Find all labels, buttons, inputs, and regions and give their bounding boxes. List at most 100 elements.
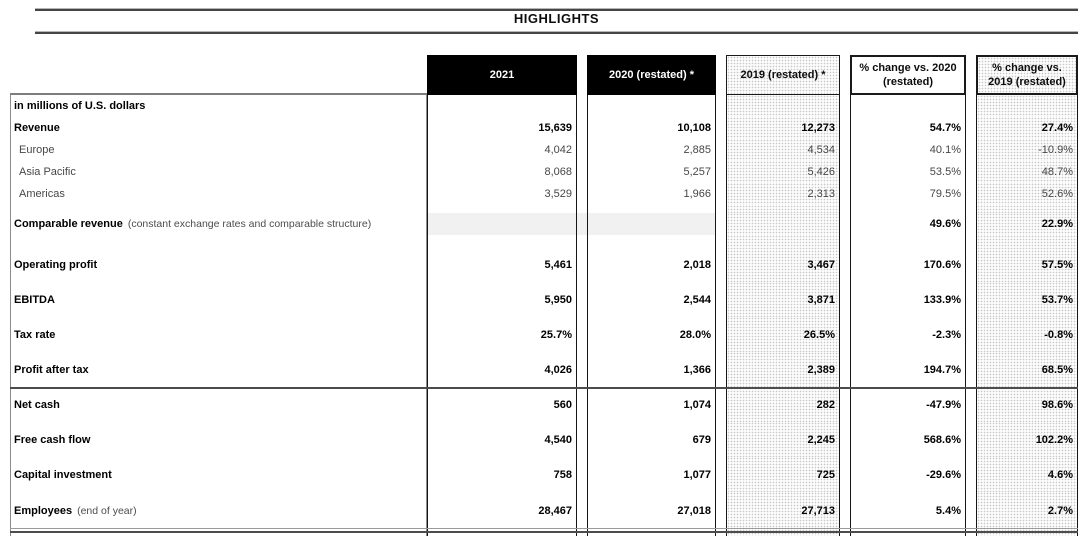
cell-value: 4,540: [544, 433, 572, 446]
left-margin: [0, 161, 10, 183]
cell-value: 102.2%: [1035, 433, 1073, 446]
cell-value: 28,467: [538, 504, 572, 517]
cell-pct-2019: 57.5%: [976, 247, 1078, 282]
cell-value: -29.6%: [926, 468, 961, 481]
cell-value: 2.7%: [1047, 504, 1073, 517]
cell-value: 4,026: [544, 363, 572, 376]
row-label-suffix: (constant exchange rates and comparable …: [127, 218, 372, 230]
page-title: HIGHLIGHTS: [513, 11, 600, 26]
cell-value: 1,074: [683, 398, 711, 411]
cell-2021: 3,529: [427, 183, 577, 205]
column-header-label: 2021: [489, 68, 515, 81]
column-gap: [966, 282, 976, 317]
column-header-pct-2020: % change vs. 2020 (restated): [850, 55, 966, 95]
column-gap: [840, 117, 850, 139]
title-rule-top: [35, 8, 1078, 11]
cell-value: 2,885: [683, 144, 711, 156]
column-header-label: 2020 (restated) *: [609, 68, 694, 81]
group-separator-line: [10, 387, 1078, 389]
cell-2020: 2,885: [587, 139, 716, 161]
row-label-text: Free cash flow: [14, 433, 91, 446]
cell-2020: 28.0%: [587, 317, 716, 352]
cell-pct-2019: [976, 205, 1078, 213]
column-gap: [840, 247, 850, 282]
row-label-text: Tax rate: [14, 328, 56, 341]
table-row: Tax rate 25.7% 28.0% 26.5% -2.3% -0.8%: [0, 317, 1080, 352]
column-gap: [577, 352, 587, 387]
row-label: Employees (end of year): [10, 492, 427, 529]
cell-2019: 725: [726, 457, 840, 492]
cell-pct-2020: 49.6%: [850, 213, 966, 235]
left-margin: [0, 387, 10, 422]
cell-value: 48.7%: [1041, 166, 1073, 178]
cell-value: 52.6%: [1041, 188, 1073, 200]
column-gap: [840, 213, 850, 235]
column-gap: [716, 422, 726, 457]
cell-value: 57.5%: [1041, 258, 1073, 271]
cell-value: 10,108: [677, 122, 711, 134]
table-row: Comparable revenue (constant exchange rat…: [0, 213, 1080, 235]
cell-pct-2020: 194.7%: [850, 352, 966, 387]
cell-value: 98.6%: [1041, 398, 1073, 411]
row-label-text: Operating profit: [14, 258, 98, 271]
row-label-text: Asia Pacific: [19, 166, 76, 178]
cell-value: 27.4%: [1041, 122, 1073, 134]
cell-value: -10.9%: [1038, 144, 1073, 156]
column-gap: [840, 317, 850, 352]
cell-2020: 2,018: [587, 247, 716, 282]
cell-2020: [587, 95, 716, 117]
column-gap: [840, 95, 850, 117]
cell-value: 679: [692, 433, 711, 446]
column-gap: [966, 317, 976, 352]
row-label: Capital investment: [10, 457, 427, 492]
table-row: Americas 3,529 1,966 2,313 79.5% 52.6%: [0, 183, 1080, 205]
cell-2021: 5,461: [427, 247, 577, 282]
cell-pct-2020: 79.5%: [850, 183, 966, 205]
cell-2019: 26.5%: [726, 317, 840, 352]
cell-value: -0.8%: [1044, 328, 1073, 341]
cell-value: 53.5%: [929, 166, 961, 178]
row-label: Profit after tax: [10, 352, 427, 387]
left-margin: [0, 117, 10, 139]
cell-value: -47.9%: [926, 398, 961, 411]
row-label: [10, 235, 427, 247]
row-label-text: EBITDA: [14, 293, 55, 306]
column-gap: [716, 139, 726, 161]
cell-2019: 3,871: [726, 282, 840, 317]
cell-value: 5,950: [544, 293, 572, 306]
table-row: [0, 235, 1080, 247]
column-gap: [577, 492, 587, 529]
cell-pct-2019: [976, 235, 1078, 247]
cell-2020: [587, 213, 716, 235]
cell-pct-2019: 22.9%: [976, 213, 1078, 235]
cell-2019: 5,426: [726, 161, 840, 183]
column-header-label: % change vs.: [992, 61, 1062, 74]
column-gap: [716, 235, 726, 247]
cell-2021: 758: [427, 457, 577, 492]
cell-value: 12,273: [801, 122, 835, 134]
column-gap: [966, 161, 976, 183]
cell-value: 3,871: [807, 293, 835, 306]
cell-pct-2019: -10.9%: [976, 139, 1078, 161]
cell-value: 54.7%: [929, 122, 961, 134]
column-gap: [966, 139, 976, 161]
cell-pct-2020: -2.3%: [850, 317, 966, 352]
column-header-label: 2019 (restated): [988, 76, 1066, 88]
cell-value: 3,467: [807, 258, 835, 271]
row-label-text: Revenue: [14, 122, 60, 134]
column-gap: [577, 183, 587, 205]
table-row: Free cash flow 4,540 679 2,245 568.6% 102.2%: [0, 422, 1080, 457]
cell-value: 15,639: [538, 122, 572, 134]
row-label: EBITDA: [10, 282, 427, 317]
column-gap: [577, 205, 587, 213]
cell-2020: 1,366: [587, 352, 716, 387]
row-label-text: Profit after tax: [14, 363, 89, 376]
column-gap: [840, 205, 850, 213]
cell-2019: 282: [726, 387, 840, 422]
column-gap: [840, 235, 850, 247]
column-gap: [716, 161, 726, 183]
column-gap: [840, 183, 850, 205]
row-label: in millions of U.S. dollars: [10, 95, 427, 117]
left-margin: [0, 213, 10, 235]
column-gap: [966, 422, 976, 457]
